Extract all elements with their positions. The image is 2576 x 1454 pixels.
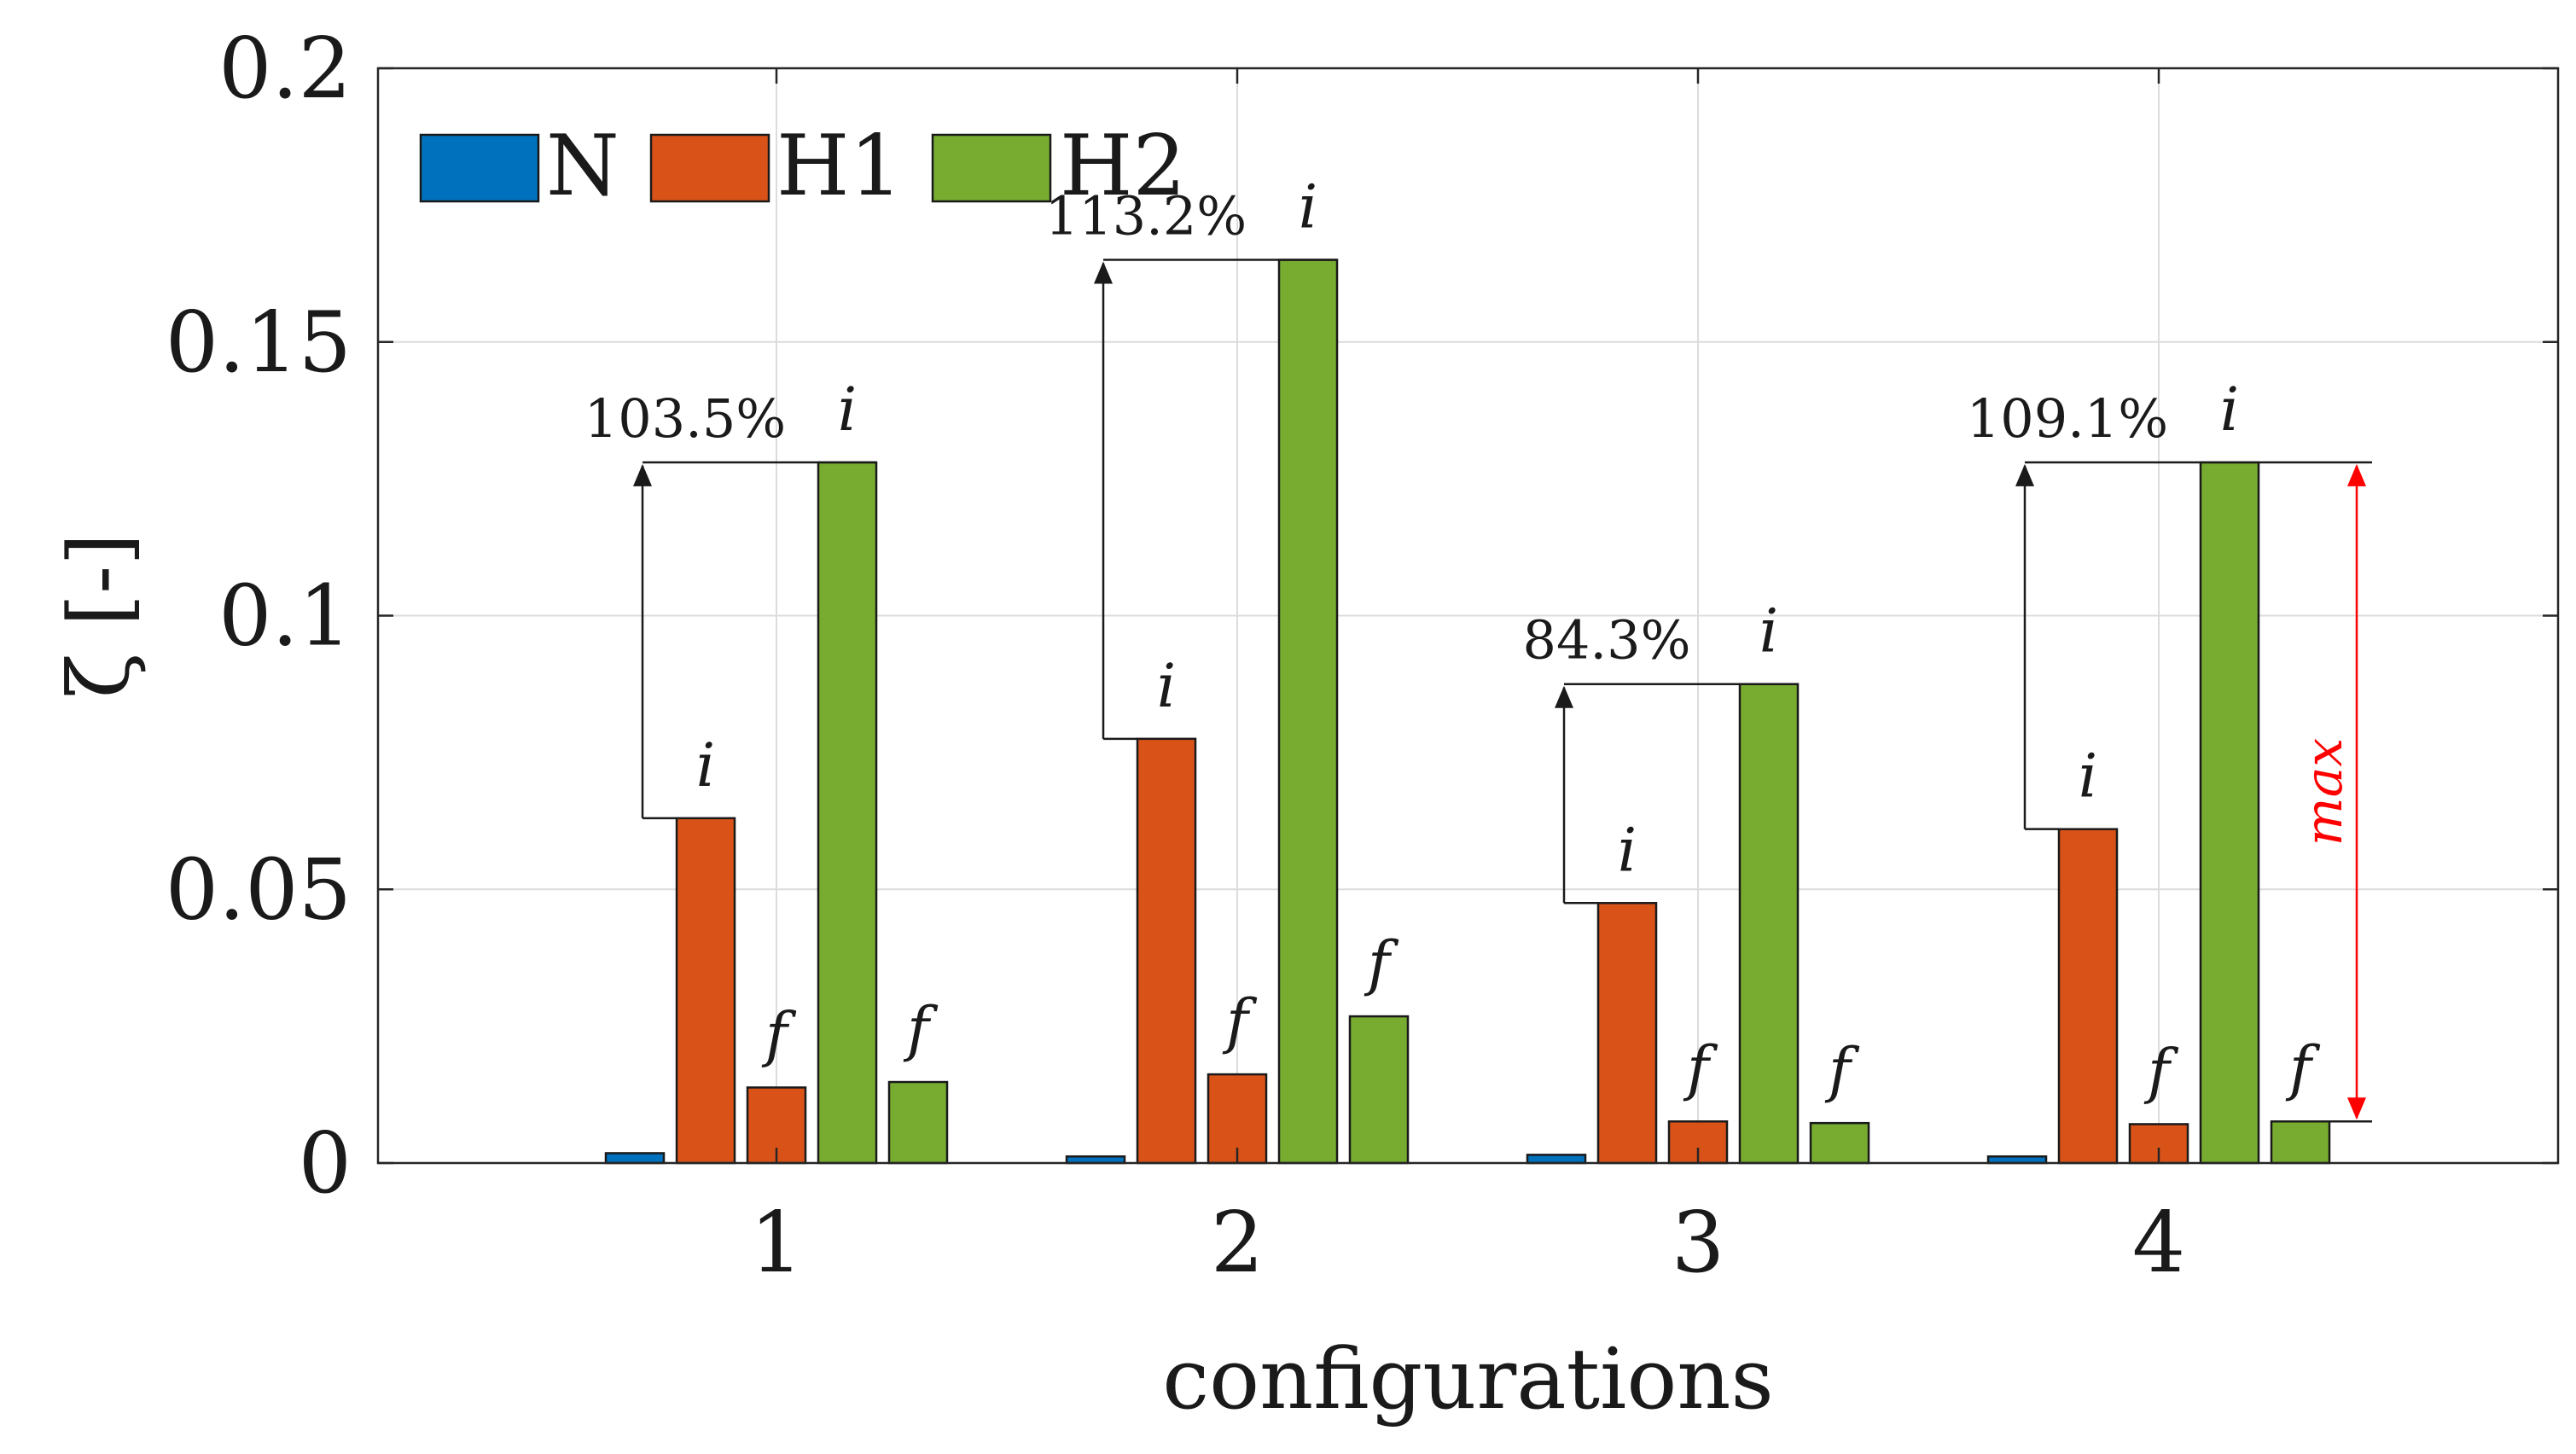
bar-h2-2: [1348, 1015, 1410, 1165]
y-tick-label: 0.15: [166, 294, 352, 392]
y-axis-label: ζ [-]: [51, 533, 148, 699]
bar-label-i: i: [1299, 172, 1317, 242]
bar-h2-4: [2199, 461, 2260, 1165]
y-tick-label: 0.05: [166, 841, 352, 939]
y-tick-label: 0.2: [218, 20, 352, 118]
arrow-head: [1094, 261, 1113, 284]
bar-h1-4: [2057, 828, 2119, 1165]
arrow-head: [2015, 463, 2034, 486]
max-arrow-head-bottom: [2347, 1097, 2366, 1120]
legend-label-h1: H1: [776, 118, 903, 215]
x-tick-label: 3: [1672, 1195, 1724, 1292]
bar-h2-1: [887, 1080, 949, 1165]
legend-swatch-n: [419, 133, 540, 203]
bar-h2-4: [2270, 1120, 2331, 1165]
bar-n-1: [604, 1152, 666, 1165]
bar-label-f: f: [1683, 1033, 1718, 1103]
bar-label-i: i: [1157, 651, 1176, 721]
bar-label-i: i: [2220, 375, 2239, 445]
bar-label-i: i: [1618, 815, 1637, 885]
bar-h1-2: [1136, 737, 1197, 1165]
bar-n-3: [1526, 1154, 1587, 1165]
bar-h2-2: [1277, 259, 1339, 1165]
y-tick-label: 0.1: [218, 568, 352, 666]
bar-h1-1: [675, 817, 736, 1165]
bar-label-i: i: [1759, 596, 1778, 666]
bar-h2-3: [1809, 1121, 1870, 1165]
increase-label: 103.5%: [584, 387, 786, 450]
bar-h1-3: [1596, 902, 1658, 1165]
bar-label-i: i: [2079, 742, 2097, 811]
legend-label-n: N: [546, 118, 619, 215]
y-tick-label: 0: [299, 1115, 352, 1213]
bar-label-f: f: [1364, 928, 1399, 998]
bar-label-f: f: [761, 999, 797, 1069]
x-tick-label: 1: [750, 1195, 803, 1292]
x-axis-label: configurations: [1162, 1331, 1774, 1428]
bar-label-f: f: [903, 994, 939, 1064]
bar-label-f: f: [2143, 1036, 2179, 1106]
bar-label-i: i: [838, 375, 857, 445]
bar-h2-3: [1738, 683, 1800, 1165]
x-tick-label: 4: [2132, 1195, 2185, 1292]
bars: [604, 259, 2331, 1165]
tick-labels: 0 0.05 0.1 0.15 0.2 1 2 3 4: [166, 20, 2558, 1292]
max-label: max: [2294, 738, 2354, 846]
legend-swatch-h1: [649, 133, 770, 203]
max-arrow-head-top: [2347, 463, 2366, 486]
legend: N H1 H2: [419, 118, 1186, 215]
bar-h2-1: [817, 461, 878, 1165]
increase-label: 109.1%: [1967, 387, 2168, 450]
legend-swatch-h2: [931, 133, 1052, 203]
arrow-head: [1555, 685, 1573, 708]
bar-label-f: f: [1824, 1035, 1860, 1105]
bar-label-f: f: [1222, 986, 1258, 1056]
legend-label-h2: H2: [1060, 118, 1186, 215]
bar-label-i: i: [696, 730, 715, 800]
increase-label: 113.2%: [1045, 185, 1247, 247]
increase-label: 84.3%: [1523, 609, 1691, 672]
arrow-head: [633, 463, 652, 486]
x-tick-label: 2: [1211, 1195, 1264, 1292]
bar-label-f: f: [2285, 1033, 2321, 1103]
